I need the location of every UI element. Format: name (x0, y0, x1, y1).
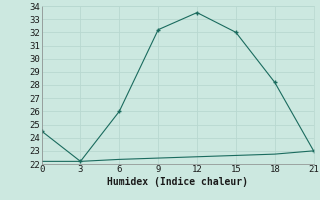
X-axis label: Humidex (Indice chaleur): Humidex (Indice chaleur) (107, 177, 248, 187)
